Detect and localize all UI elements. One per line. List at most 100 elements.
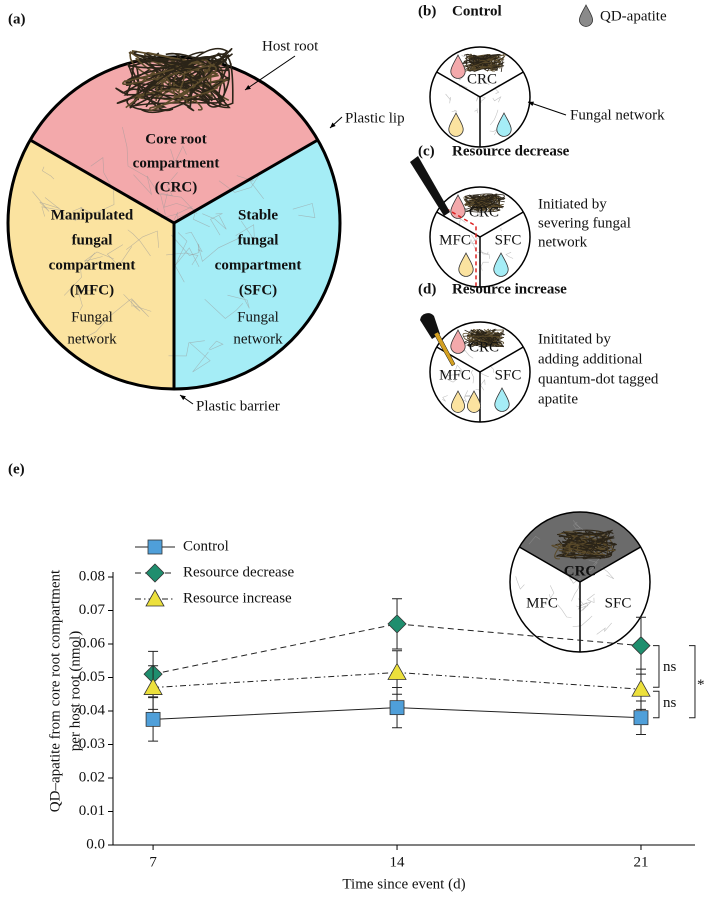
inset-network [583, 559, 598, 571]
host-root [470, 332, 502, 347]
panel-d-network [443, 371, 457, 377]
panel-a-network [41, 197, 62, 217]
panel-c-network [458, 218, 466, 227]
panel-a-network [32, 191, 60, 212]
dropper [420, 313, 440, 339]
marker [387, 614, 407, 634]
panel-a-network [163, 193, 196, 211]
panel-a-network [174, 247, 200, 283]
host-root [469, 198, 482, 207]
panel-a-network [210, 213, 223, 236]
panel-label: (d) [418, 281, 436, 297]
qd-drop [450, 194, 466, 219]
panel-d-sector [480, 347, 530, 422]
host-root [473, 57, 488, 72]
x-axis-label: Time since event (d) [342, 876, 465, 892]
host-root [554, 542, 608, 560]
inset-network [601, 567, 615, 580]
panel-c-network [471, 234, 479, 242]
annotation: * [697, 677, 705, 693]
panel-d-network [470, 369, 475, 384]
panel-a-network [106, 244, 133, 267]
host-root [139, 52, 231, 103]
arrow-head [528, 101, 534, 106]
panel-d-network [446, 378, 458, 383]
inset-network [586, 593, 595, 604]
panel-a-network [236, 175, 264, 199]
host-root [138, 55, 234, 106]
host-root [124, 62, 193, 108]
marker [143, 677, 163, 695]
panel-a-network [160, 193, 198, 215]
panel-label: (a) [8, 11, 26, 27]
y-tick-label: 0.03 [79, 736, 105, 752]
panel-b-network [489, 109, 499, 126]
legend-marker [145, 589, 165, 607]
panel-a-rim [6, 55, 342, 391]
y-tick-label: 0.08 [79, 568, 105, 584]
qd-drop [450, 390, 466, 413]
dropper-tip [433, 331, 456, 367]
panel-a-sector [7, 140, 175, 389]
panel-a-network [189, 342, 211, 373]
panel-d-network [463, 349, 474, 359]
panel-title: Control [452, 3, 502, 19]
inset-network [528, 536, 541, 545]
panel-a-network [172, 232, 188, 271]
inset-rim [509, 511, 651, 653]
panel-title: Resource increase [452, 281, 567, 297]
crc-label: CRC [469, 204, 499, 220]
sfc-label: fungal [238, 232, 279, 248]
qd-drop [493, 252, 509, 277]
panel-d-network [460, 395, 470, 403]
y-tick-label: 0.04 [79, 702, 106, 718]
panel-a-network [122, 126, 148, 178]
mfc-label: MFC [439, 367, 471, 383]
panel-b-network [474, 108, 478, 114]
host-root [136, 74, 175, 100]
inset-network [557, 604, 572, 618]
legend-label: Control [183, 538, 229, 554]
mfc-label: MFC [439, 232, 471, 248]
annotation: ns [663, 695, 677, 711]
panel-c-rim [429, 186, 531, 288]
y-tick-label: 0.05 [79, 669, 105, 685]
panel-c-network [480, 261, 489, 271]
marker [633, 710, 649, 726]
panel-a-network [90, 157, 112, 187]
panel-a-network [126, 230, 159, 250]
host-root [565, 539, 605, 556]
network-label: Fungal [71, 309, 113, 325]
marker [631, 636, 651, 656]
host-root [470, 54, 500, 70]
inset-network [578, 598, 592, 611]
panel-b-divider [479, 71, 524, 98]
host-root [558, 529, 616, 549]
host-root [469, 54, 495, 70]
panel-label: (c) [418, 143, 435, 159]
panel-d-rim [429, 321, 531, 423]
panel-a-network [218, 173, 260, 193]
inset-divider [519, 546, 581, 583]
inset-divider [579, 546, 641, 583]
note: severing fungal [538, 215, 631, 231]
panel-c-divider [479, 211, 524, 238]
panel-b-divider [436, 71, 481, 98]
panel-a-network [77, 289, 94, 311]
bracket [688, 645, 696, 719]
panel-a-network [84, 251, 114, 262]
panel-b-network [451, 109, 458, 113]
network-label: Fungal network [570, 107, 665, 123]
host-root [477, 198, 505, 211]
mfc-label: fungal [72, 232, 113, 248]
qd-drop [448, 112, 464, 137]
panel-a-network [127, 229, 151, 257]
marker [387, 662, 407, 680]
marker [389, 700, 405, 716]
arrow [527, 101, 567, 116]
sfc-label: SFC [605, 595, 632, 611]
inset-network [576, 602, 589, 608]
network-label: Fungal [237, 309, 279, 325]
